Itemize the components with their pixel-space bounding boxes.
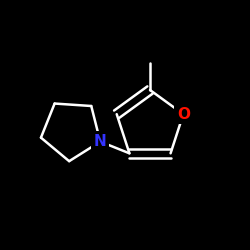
Text: O: O	[177, 107, 190, 122]
Text: N: N	[94, 134, 107, 149]
